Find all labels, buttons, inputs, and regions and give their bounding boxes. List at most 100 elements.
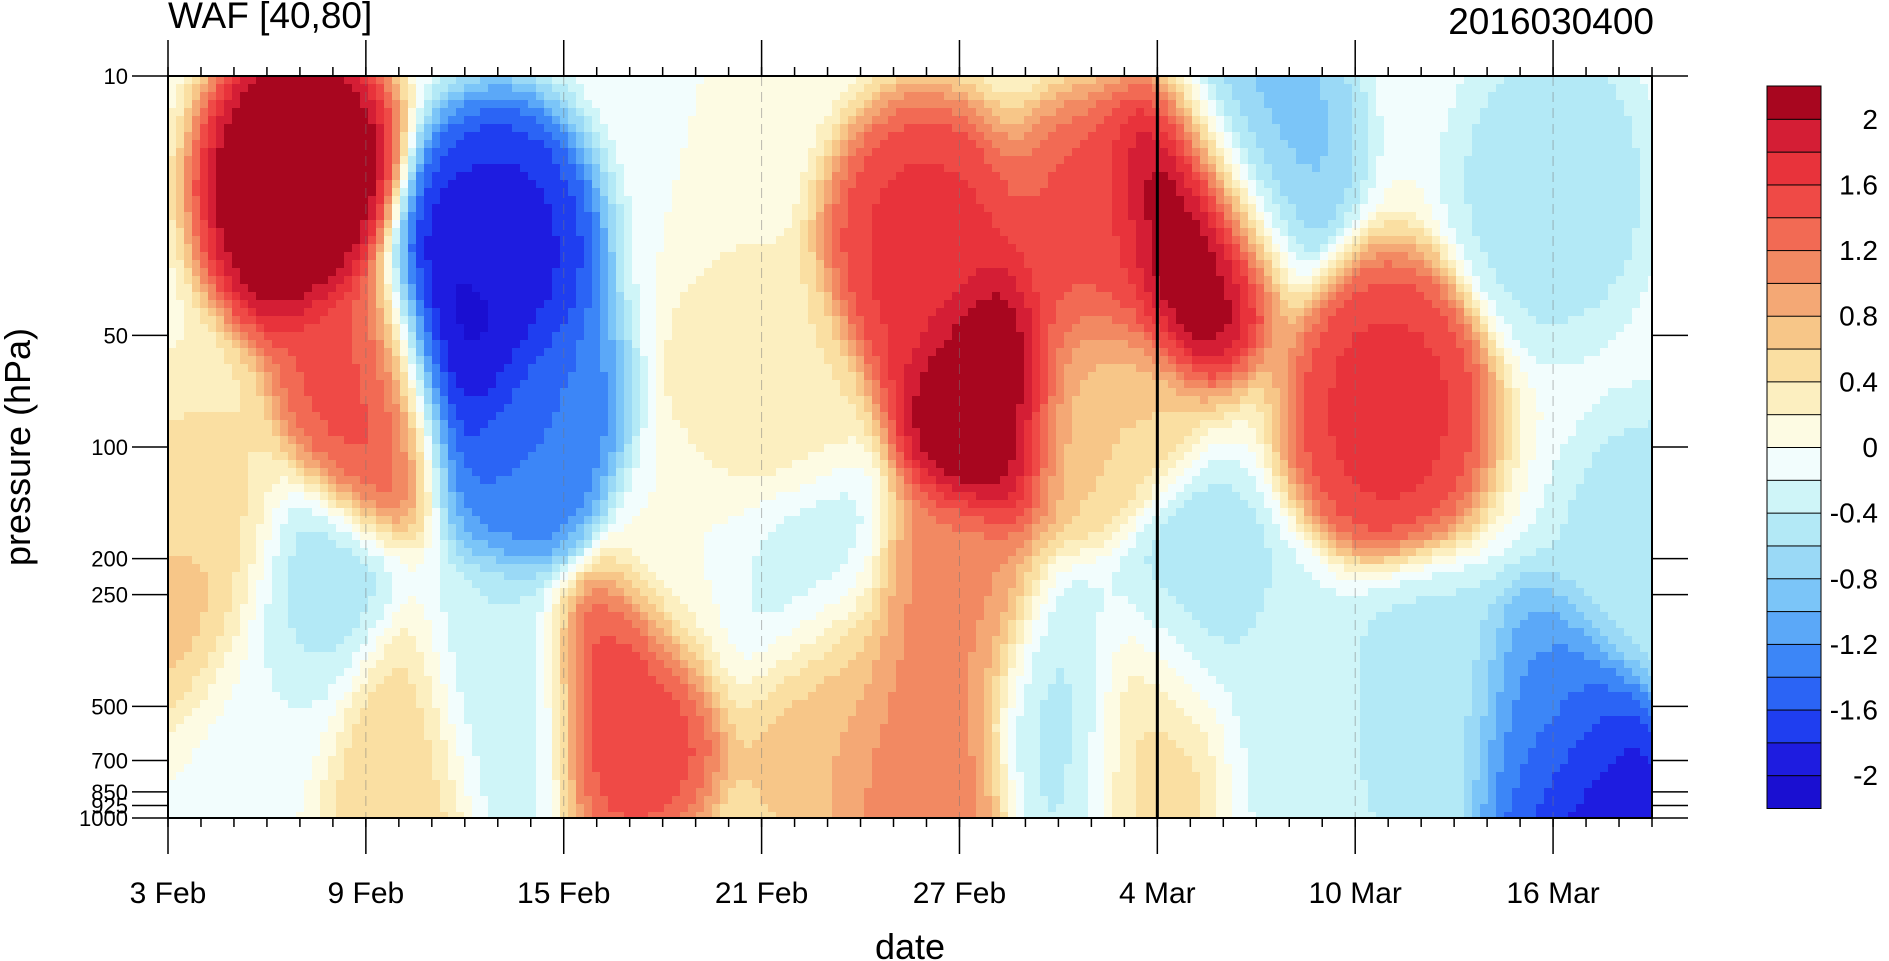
field-cell <box>688 108 697 117</box>
field-cell <box>696 76 705 85</box>
field-cell <box>880 124 889 133</box>
field-cell <box>1176 100 1185 109</box>
field-cell <box>704 188 713 197</box>
field-cell <box>1240 284 1249 293</box>
field-cell <box>1360 188 1369 197</box>
field-cell <box>328 76 337 85</box>
field-cell <box>864 124 873 133</box>
field-cell <box>416 164 425 173</box>
field-cell <box>720 284 729 293</box>
field-cell <box>936 148 945 157</box>
field-cell <box>1376 148 1385 157</box>
field-cell <box>904 124 913 133</box>
field-cell <box>1504 244 1513 253</box>
field-cell <box>1512 84 1521 93</box>
field-cell <box>784 236 793 245</box>
field-cell <box>1304 140 1313 149</box>
field-cell <box>832 204 841 213</box>
field-cell <box>1008 268 1017 277</box>
field-cell <box>816 140 825 149</box>
field-cell <box>912 84 921 93</box>
field-cell <box>1488 268 1497 277</box>
field-cell <box>1240 148 1249 157</box>
field-cell <box>1008 148 1017 157</box>
field-cell <box>344 204 353 213</box>
field-cell <box>1128 100 1137 109</box>
field-cell <box>864 204 873 213</box>
field-cell <box>464 252 473 261</box>
field-cell <box>584 196 593 205</box>
field-cell <box>1280 276 1289 285</box>
field-cell <box>1536 276 1545 285</box>
field-cell <box>1608 84 1617 93</box>
field-cell <box>576 164 585 173</box>
field-cell <box>784 268 793 277</box>
field-cell <box>1520 220 1529 229</box>
field-cell <box>824 100 833 109</box>
field-cell <box>1608 228 1617 237</box>
field-cell <box>976 196 985 205</box>
field-cell <box>384 148 393 157</box>
field-cell <box>720 116 729 125</box>
field-cell <box>872 156 881 165</box>
field-cell <box>1432 268 1441 277</box>
field-cell <box>1648 148 1652 157</box>
field-cell <box>536 236 545 245</box>
field-cell <box>1160 76 1169 85</box>
field-cell <box>248 244 257 253</box>
field-cell <box>864 140 873 149</box>
field-cell <box>1408 180 1417 189</box>
field-cell <box>1208 164 1217 173</box>
field-cell <box>1016 100 1025 109</box>
field-cell <box>368 196 377 205</box>
field-cell <box>1192 236 1201 245</box>
field-cell <box>1528 236 1537 245</box>
field-cell <box>968 140 977 149</box>
field-cell <box>576 148 585 157</box>
field-cell <box>1432 260 1441 269</box>
field-cell <box>984 100 993 109</box>
field-cell <box>672 132 681 141</box>
field-cell <box>1176 116 1185 125</box>
field-cell <box>1256 236 1265 245</box>
field-cell <box>416 140 425 149</box>
field-cell <box>1072 172 1081 181</box>
field-cell <box>168 156 177 165</box>
field-cell <box>1104 172 1113 181</box>
field-cell <box>1536 236 1545 245</box>
field-cell <box>752 284 761 293</box>
field-cell <box>192 100 201 109</box>
field-cell <box>576 132 585 141</box>
field-cell <box>1120 204 1129 213</box>
field-cell <box>1472 236 1481 245</box>
field-cell <box>992 228 1001 237</box>
field-cell <box>376 116 385 125</box>
field-cell <box>1280 172 1289 181</box>
field-cell <box>1240 236 1249 245</box>
field-cell <box>848 148 857 157</box>
field-cell <box>232 132 241 141</box>
field-cell <box>248 260 257 269</box>
field-cell <box>1128 284 1137 293</box>
field-cell <box>480 204 489 213</box>
field-cell <box>1240 124 1249 133</box>
field-cell <box>1104 76 1113 85</box>
field-cell <box>688 84 697 93</box>
field-cell <box>944 196 953 205</box>
field-cell <box>816 204 825 213</box>
field-cell <box>496 244 505 253</box>
field-cell <box>392 276 401 285</box>
field-cell <box>888 116 897 125</box>
field-cell <box>1000 76 1009 85</box>
field-cell <box>200 252 209 261</box>
field-cell <box>1320 172 1329 181</box>
field-cell <box>1360 164 1369 173</box>
field-cell <box>400 220 409 229</box>
field-cell <box>352 92 361 101</box>
field-cell <box>456 132 465 141</box>
field-cell <box>808 124 817 133</box>
field-cell <box>1056 244 1065 253</box>
field-cell <box>736 172 745 181</box>
field-cell <box>1616 196 1625 205</box>
field-cell <box>1144 132 1153 141</box>
